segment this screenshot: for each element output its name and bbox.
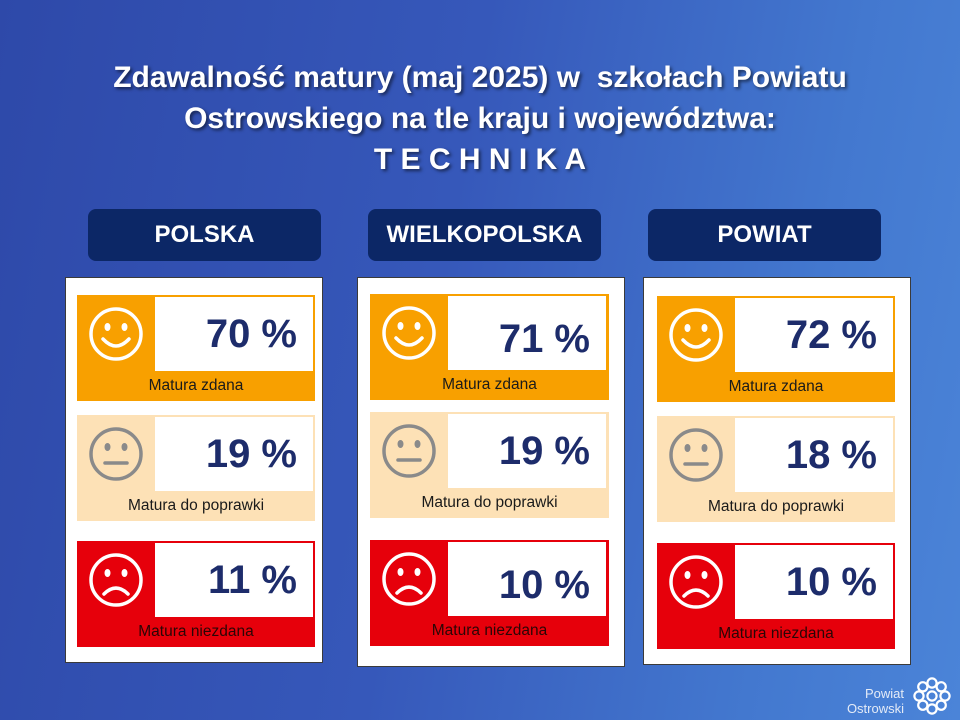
logo-text: Powiat Ostrowski [847,686,904,716]
retake-row: 19 % Matura do poprawki [370,412,609,518]
column-header-polska: POLSKA [88,209,321,261]
neutral-face-icon [669,428,723,482]
icon-box [657,418,735,492]
neutral-face-icon [382,424,436,478]
retake-row: 18 % Matura do poprawki [657,416,895,522]
icon-box [657,298,735,372]
percent-value: 19 % [155,417,313,491]
neutral-face-icon [89,427,143,481]
icon-box [657,545,735,619]
title-line-1: Zdawalność matury (maj 2025) w szkołach … [113,61,847,94]
smile-icon [89,307,143,361]
fail-row: 11 % Matura niezdana [77,541,315,647]
logo-line-1: Powiat [864,686,904,701]
flower-dots-icon [913,677,951,715]
title-line-3: T E C H N I K A [373,143,587,176]
row-label: Matura niezdana [431,622,548,639]
icon-box [77,543,155,617]
panel-powiat: 72 % Matura zdana 18 % Matura do poprawk… [643,277,911,665]
icon-box [77,297,155,371]
sad-face-icon [89,553,143,607]
smile-icon [382,306,436,360]
logo-line-2: Ostrowski [846,701,904,716]
percent-value: 71 % [448,296,606,370]
icon-box [370,414,448,488]
row-label: Matura zdana [148,377,244,394]
icon-box [370,542,448,616]
fail-row: 10 % Matura niezdana [370,540,609,646]
percent-value: 11 % [155,543,313,617]
percent-value: 72 % [735,298,893,372]
pass-row: 71 % Matura zdana [370,294,609,400]
percent-value: 18 % [735,418,893,492]
retake-row: 19 % Matura do poprawki [77,415,315,521]
slide-title: Zdawalność matury (maj 2025) w szkołach … [0,57,960,180]
column-header-wielkopolska: WIELKOPOLSKA [368,209,601,261]
percent-value: 10 % [735,545,893,619]
panel-polska: 70 % Matura zdana 19 % Matura do poprawk… [65,277,323,663]
percent-value: 19 % [448,414,606,488]
panel-wielkopolska: 71 % Matura zdana 19 % Matura do poprawk… [357,277,625,667]
row-label: Matura niezdana [138,623,254,640]
row-label: Matura zdana [442,376,537,393]
title-line-2: Ostrowskiego na tle kraju i województwa: [184,102,776,135]
fail-row: 10 % Matura niezdana [657,543,895,649]
row-label: Matura niezdana [718,625,834,642]
row-label: Matura do poprawki [707,498,845,515]
icon-box [77,417,155,491]
icon-box [370,296,448,370]
sad-face-icon [382,552,436,606]
percent-value: 10 % [448,542,606,616]
smile-icon [669,308,723,362]
pass-row: 70 % Matura zdana [77,295,315,401]
row-label: Matura do poprawki [127,497,265,514]
sad-face-icon [669,555,723,609]
column-header-powiat: POWIAT [648,209,881,261]
row-label: Matura zdana [728,378,824,395]
percent-value: 70 % [155,297,313,371]
pass-row: 72 % Matura zdana [657,296,895,402]
row-label: Matura do poprawki [421,494,558,511]
